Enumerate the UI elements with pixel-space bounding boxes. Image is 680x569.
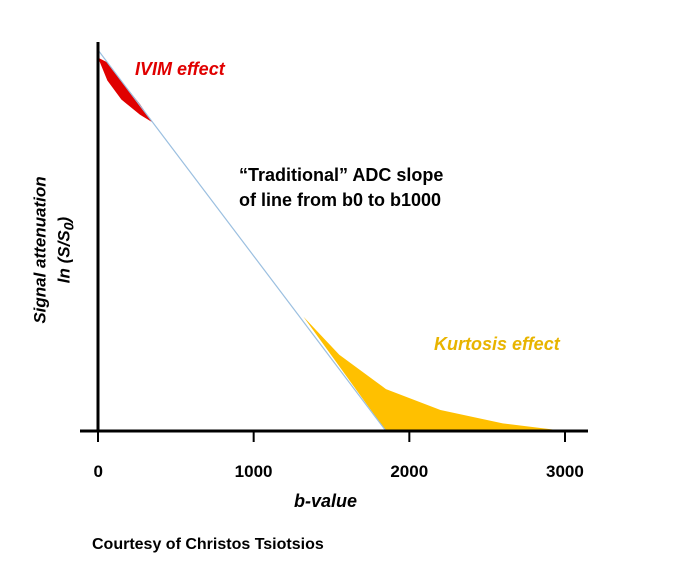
adc-annotation-line1: “Traditional” ADC slope (239, 165, 444, 185)
y-axis-label-line1: Signal attenuation (30, 176, 50, 324)
x-tick-label-0: 0 (93, 462, 103, 481)
x-axis-ticks (97, 431, 566, 442)
credit-text: Courtesy of Christos Tsiotsios (92, 536, 324, 553)
x-axis-label: b-value (294, 491, 358, 511)
adc-annotation: “Traditional” ADC slope of line from b0 … (239, 163, 443, 213)
ivim-effect-label: IVIM effect (135, 59, 225, 79)
adc-slope-line (97, 49, 387, 432)
adc-annotation-line2: of line from b0 to b1000 (239, 190, 442, 210)
x-tick-label-1: 1000 (234, 462, 273, 481)
kurtosis-region (303, 316, 565, 431)
ivim-region (98, 57, 153, 123)
effect-regions (98, 57, 565, 431)
kurtosis-effect-label: Kurtosis effect (434, 334, 560, 354)
y-axis-label-line2: ln (S/S0) (54, 216, 78, 284)
x-tick-label-3: 3000 (546, 462, 584, 481)
y-axis-label: Signal attenuation ln (S/S0) (25, 160, 85, 340)
x-tick-label-2: 2000 (390, 462, 429, 481)
